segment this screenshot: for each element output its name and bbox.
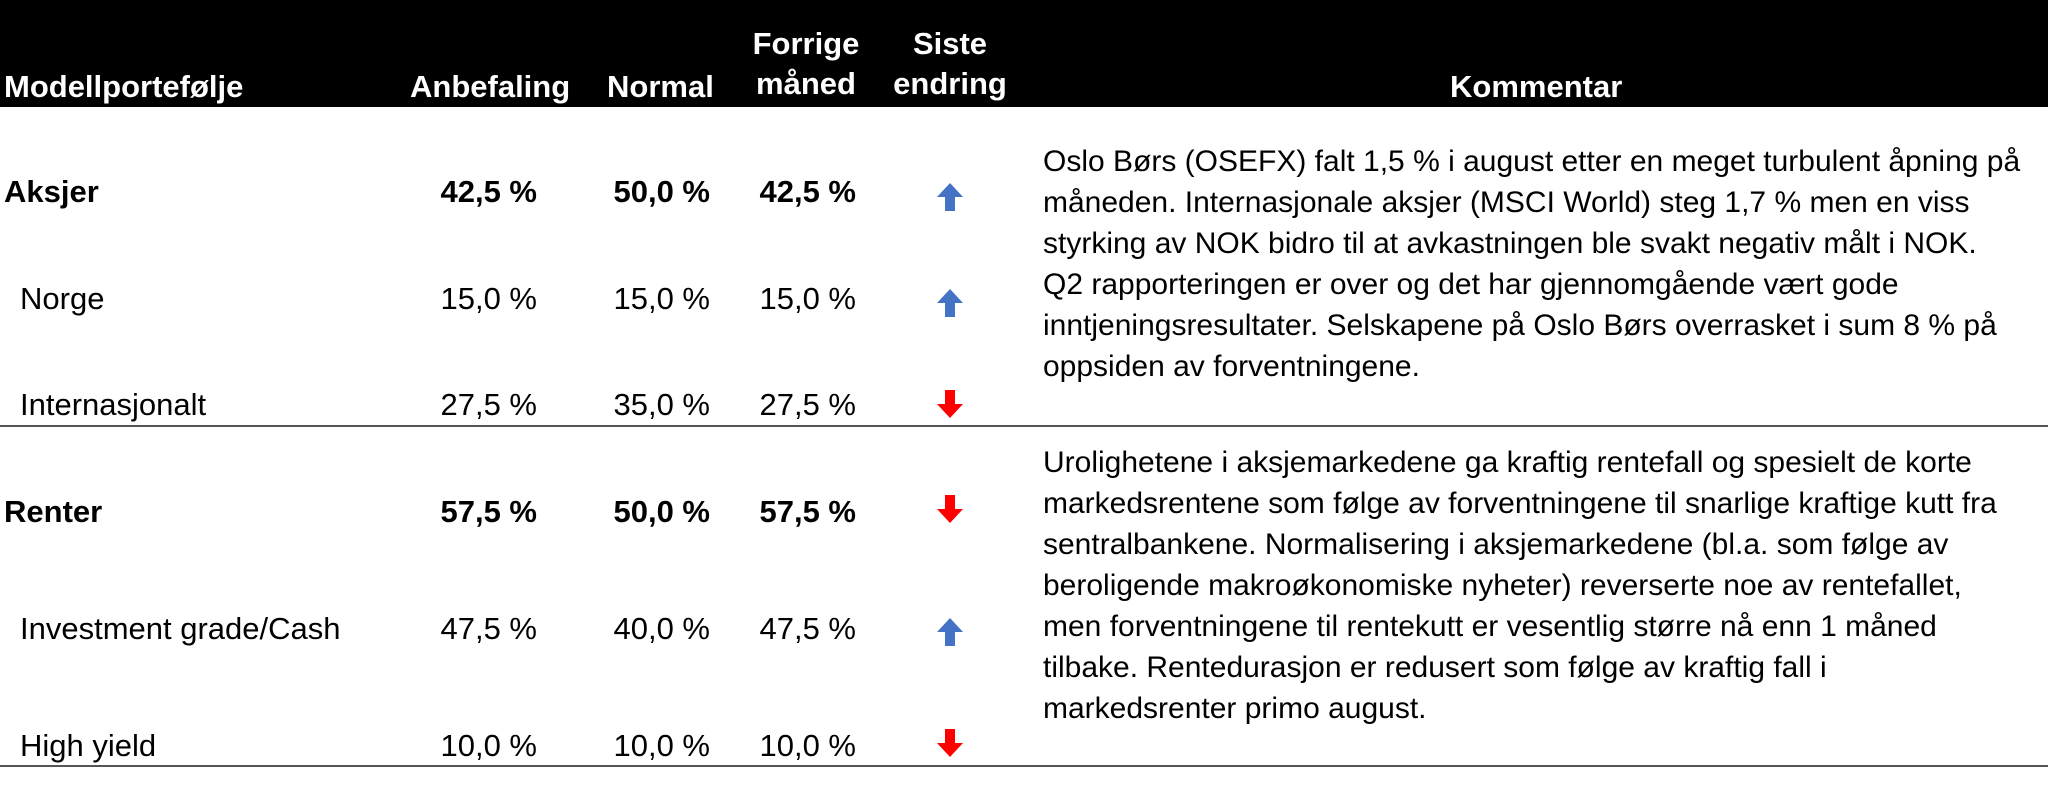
fixed-income-previous: 57,5 %	[759, 494, 856, 529]
comment-equities: Oslo Børs (OSEFX) falt 1,5 % i august et…	[1043, 145, 2021, 383]
high-yield-previous: 10,0 %	[759, 728, 856, 763]
equities-normal: 50,0 %	[613, 174, 710, 209]
row-label-norway: Norge	[20, 281, 105, 316]
table-bottom-border	[0, 765, 2048, 767]
arrow-down-icon	[937, 390, 963, 418]
section-divider	[0, 425, 2048, 427]
investment-grade-normal: 40,0 %	[613, 611, 710, 646]
row-label-high-yield: High yield	[20, 728, 157, 763]
international-previous: 27,5 %	[759, 387, 856, 422]
international-normal: 35,0 %	[613, 387, 710, 422]
international-recommendation: 27,5 %	[440, 387, 537, 422]
header-change-line2: endring	[893, 66, 1007, 101]
header-previous-line1: Forrige	[752, 26, 860, 61]
row-label-fixed-income: Renter	[4, 494, 103, 529]
header-portfolio: Modellportefølje	[4, 69, 244, 104]
row-label-investment-grade: Investment grade/Cash	[20, 611, 341, 646]
row-label-international: Internasjonalt	[20, 387, 207, 422]
arrow-up-icon	[937, 183, 963, 211]
header-last-change: Siste endring	[890, 24, 1010, 104]
investment-grade-previous: 47,5 %	[759, 611, 856, 646]
equities-recommendation: 42,5 %	[440, 174, 537, 209]
header-comment: Kommentar	[1450, 69, 1623, 104]
arrow-up-icon	[937, 289, 963, 317]
norway-normal: 15,0 %	[613, 281, 710, 316]
fixed-income-recommendation: 57,5 %	[440, 494, 537, 529]
fixed-income-normal: 50,0 %	[613, 494, 710, 529]
row-label-equities: Aksjer	[4, 174, 99, 209]
header-recommendation: Anbefaling	[410, 69, 571, 104]
norway-previous: 15,0 %	[759, 281, 856, 316]
table-header: Modellportefølje Anbefaling Normal Forri…	[0, 0, 2048, 107]
arrow-down-icon	[937, 729, 963, 757]
arrow-down-icon	[937, 495, 963, 523]
header-change-line1: Siste	[912, 26, 988, 61]
high-yield-normal: 10,0 %	[613, 728, 710, 763]
header-previous-month: Forrige måned	[750, 24, 862, 104]
comment-fixed-income: Urolighetene i aksjemarkedene ga kraftig…	[1043, 446, 1997, 725]
investment-grade-recommendation: 47,5 %	[440, 611, 537, 646]
arrow-up-icon	[937, 618, 963, 646]
equities-previous: 42,5 %	[759, 174, 856, 209]
norway-recommendation: 15,0 %	[440, 281, 537, 316]
high-yield-recommendation: 10,0 %	[440, 728, 537, 763]
header-previous-line2: måned	[756, 66, 856, 101]
header-normal: Normal	[607, 69, 714, 104]
